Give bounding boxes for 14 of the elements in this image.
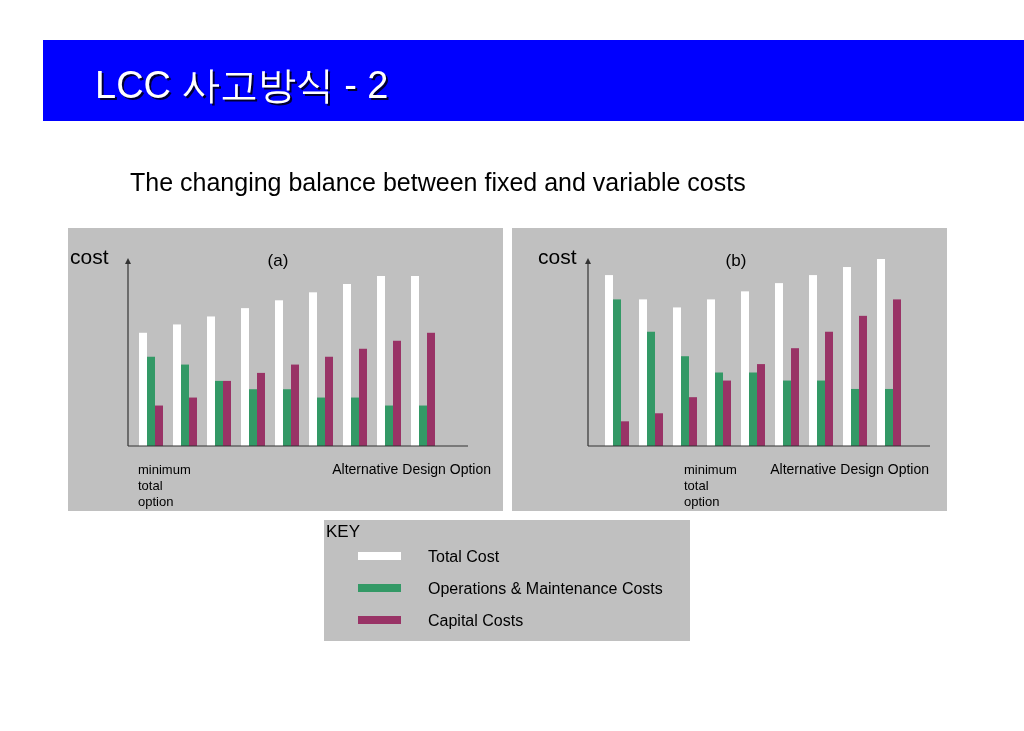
legend-label: Operations & Maintenance Costs: [428, 580, 663, 597]
y-axis-title: cost: [538, 245, 577, 268]
text: minimum total option: [138, 462, 191, 509]
text: minimum total option: [684, 462, 737, 509]
x-axis-title: Alternative Design Option: [332, 461, 491, 477]
legend-label: Total Cost: [428, 548, 500, 565]
text: LCC 사고방식 - 2: [97, 66, 391, 108]
chart-title: (b): [725, 251, 747, 270]
x-axis-title: Alternative Design Option: [770, 461, 929, 477]
legend-label: Capital Costs: [428, 612, 524, 629]
y-axis-title: cost: [70, 245, 109, 268]
text: The changing balance between fixed and variable costs: [130, 168, 746, 196]
chart-title: (a): [267, 251, 289, 270]
legend-title: KEY: [326, 522, 361, 541]
